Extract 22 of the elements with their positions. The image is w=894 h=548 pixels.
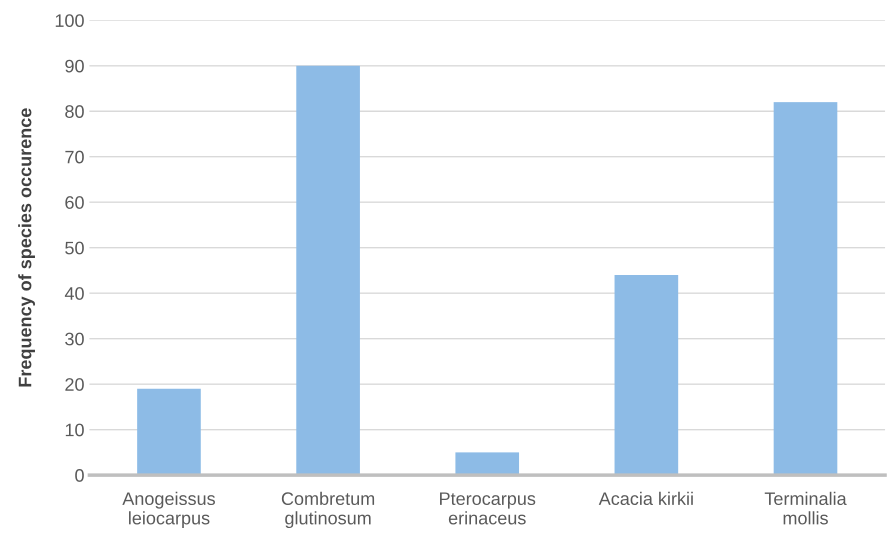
y-tick-label: 10 — [66, 424, 84, 436]
bar — [614, 274, 678, 476]
y-tick-label: 100 — [56, 14, 84, 27]
x-tick-label: Acacia kirkii — [598, 492, 693, 506]
bar — [296, 66, 360, 476]
y-tick-label: 70 — [65, 150, 84, 164]
y-tick-label: 80 — [65, 105, 84, 118]
y-tick-label: 0 — [75, 469, 84, 482]
y-tick-label: 30 — [65, 332, 84, 346]
y-tick-label: 90 — [65, 60, 84, 72]
bar — [774, 102, 838, 476]
bar — [137, 388, 201, 476]
y-tick-label: 50 — [65, 242, 84, 254]
y-axis-title: Frequency of species occurence — [18, 108, 35, 386]
y-tick-label: 40 — [64, 287, 84, 300]
x-tick-label: Combretum glutinosum — [282, 492, 374, 528]
x-tick-label: Pterocarpus erinaceus — [440, 492, 536, 524]
x-tick-label: Anogeissus leiocarpus — [122, 492, 215, 528]
bar — [455, 452, 520, 476]
x-tick-label: Terminalia mollis — [764, 492, 847, 524]
y-tick-label: 20 — [65, 378, 84, 391]
y-tick-label: 60 — [65, 196, 84, 209]
